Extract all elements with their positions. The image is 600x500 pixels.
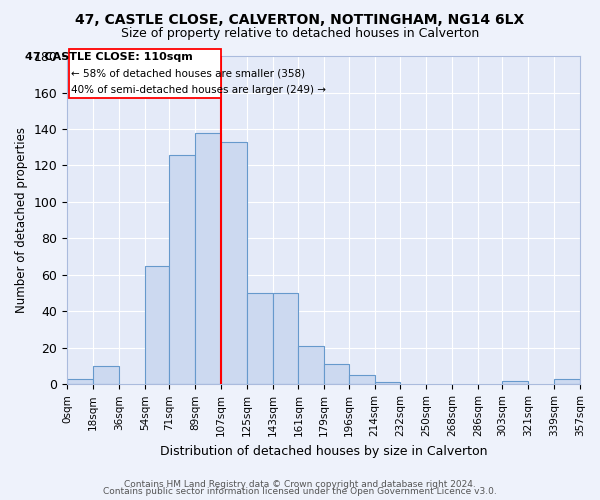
Bar [67, 379, 93, 384]
Text: 47 CASTLE CLOSE: 110sqm: 47 CASTLE CLOSE: 110sqm [25, 52, 193, 62]
Bar [298, 346, 324, 385]
Text: ← 58% of detached houses are smaller (358): ← 58% of detached houses are smaller (35… [71, 69, 305, 79]
Bar [349, 375, 374, 384]
Bar [272, 293, 298, 384]
Bar [554, 379, 580, 384]
Bar [93, 366, 119, 384]
FancyBboxPatch shape [68, 49, 221, 98]
Bar [195, 132, 221, 384]
Bar [169, 154, 195, 384]
Bar [247, 293, 272, 384]
Text: Contains HM Land Registry data © Crown copyright and database right 2024.: Contains HM Land Registry data © Crown c… [124, 480, 476, 489]
Text: 47, CASTLE CLOSE, CALVERTON, NOTTINGHAM, NG14 6LX: 47, CASTLE CLOSE, CALVERTON, NOTTINGHAM,… [76, 12, 524, 26]
Bar [324, 364, 349, 384]
Bar [502, 380, 528, 384]
Text: Contains public sector information licensed under the Open Government Licence v3: Contains public sector information licen… [103, 488, 497, 496]
Text: Size of property relative to detached houses in Calverton: Size of property relative to detached ho… [121, 28, 479, 40]
Bar [145, 266, 169, 384]
Text: 40% of semi-detached houses are larger (249) →: 40% of semi-detached houses are larger (… [71, 85, 326, 95]
X-axis label: Distribution of detached houses by size in Calverton: Distribution of detached houses by size … [160, 444, 487, 458]
Bar [221, 142, 247, 384]
Y-axis label: Number of detached properties: Number of detached properties [15, 127, 28, 313]
Bar [374, 382, 400, 384]
